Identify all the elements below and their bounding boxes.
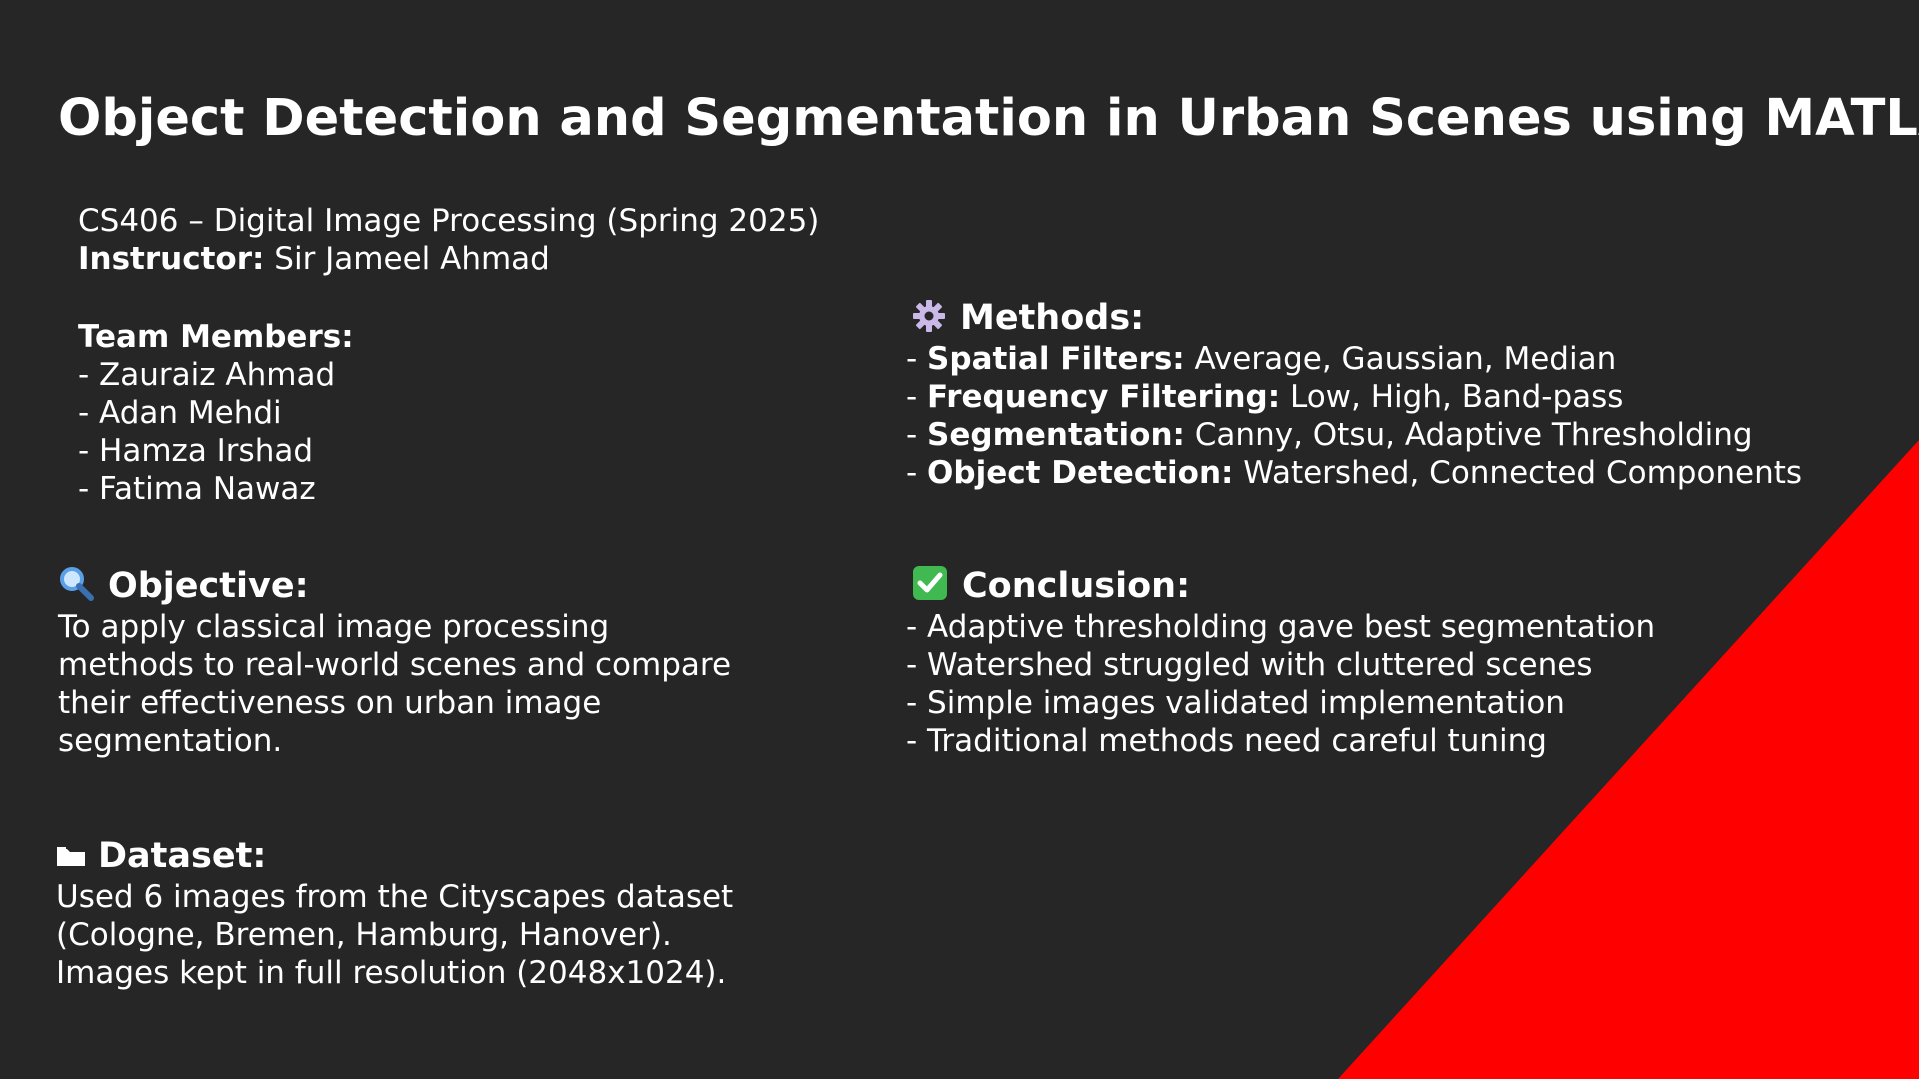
- team-members: Team Members: - Zauraiz Ahmad - Adan Meh…: [78, 318, 354, 508]
- method-text: Watershed, Connected Components: [1233, 455, 1803, 491]
- team-member: - Hamza Irshad: [78, 433, 314, 469]
- method-text: Average, Gaussian, Median: [1184, 341, 1617, 377]
- objective-text-line: segmentation.: [58, 723, 283, 759]
- method-item: - Segmentation: Canny, Otsu, Adaptive Th…: [906, 417, 1753, 453]
- dataset-heading: Dataset:: [98, 836, 267, 876]
- conclusion-heading-row: Conclusion:: [906, 564, 1655, 608]
- method-label: Spatial Filters:: [927, 341, 1185, 377]
- slide-title: Object Detection and Segmentation in Urb…: [58, 89, 1919, 148]
- method-label: Segmentation:: [927, 417, 1185, 453]
- conclusion-section: Conclusion: - Adaptive thresholding gave…: [906, 564, 1655, 760]
- conclusion-item: - Watershed struggled with cluttered sce…: [906, 647, 1593, 683]
- course-info: CS406 – Digital Image Processing (Spring…: [78, 202, 819, 278]
- objective-heading-row: Objective:: [58, 564, 731, 608]
- team-heading: Team Members:: [78, 319, 354, 355]
- method-item: - Object Detection: Watershed, Connected…: [906, 455, 1803, 491]
- method-text: Canny, Otsu, Adaptive Thresholding: [1184, 417, 1753, 453]
- dataset-heading-row: Dataset:: [56, 834, 733, 878]
- search-icon: [60, 567, 94, 601]
- instructor-name: Sir Jameel Ahmad: [264, 241, 550, 277]
- conclusion-item: - Simple images validated implementation: [906, 685, 1565, 721]
- method-item: - Spatial Filters: Average, Gaussian, Me…: [906, 341, 1617, 377]
- instructor-line: Instructor: Sir Jameel Ahmad: [78, 240, 819, 278]
- course-line: CS406 – Digital Image Processing (Spring…: [78, 203, 820, 239]
- dataset-section: Dataset: Used 6 images from the Cityscap…: [56, 834, 733, 992]
- dataset-text-line: Used 6 images from the Cityscapes datase…: [56, 879, 734, 915]
- team-member: - Adan Mehdi: [78, 395, 282, 431]
- method-label: Frequency Filtering:: [927, 379, 1281, 415]
- folder-icon: [57, 847, 85, 866]
- gear-icon: [913, 300, 945, 332]
- dataset-text-line: Images kept in full resolution (2048x102…: [56, 955, 727, 991]
- team-member: - Fatima Nawaz: [78, 471, 316, 507]
- conclusion-heading: Conclusion:: [962, 566, 1191, 606]
- objective-text-line: methods to real-world scenes and compare: [58, 647, 732, 683]
- methods-heading-row: Methods:: [906, 296, 1802, 340]
- method-label: Object Detection:: [927, 455, 1234, 491]
- check-icon: [913, 566, 947, 600]
- conclusion-item: - Adaptive thresholding gave best segmen…: [906, 609, 1656, 645]
- method-text: Low, High, Band-pass: [1280, 379, 1624, 415]
- objective-text-line: To apply classical image processing: [58, 609, 610, 645]
- methods-section: Methods: - Spatial Filters: Average, Gau…: [906, 296, 1802, 492]
- method-item: - Frequency Filtering: Low, High, Band-p…: [906, 379, 1624, 415]
- objective-text-line: their effectiveness on urban image: [58, 685, 602, 721]
- team-member: - Zauraiz Ahmad: [78, 357, 336, 393]
- objective-section: Objective: To apply classical image proc…: [58, 564, 731, 760]
- objective-heading: Objective:: [108, 566, 309, 606]
- instructor-label: Instructor:: [78, 241, 265, 277]
- conclusion-item: - Traditional methods need careful tunin…: [906, 723, 1547, 759]
- dataset-text-line: (Cologne, Bremen, Hamburg, Hanover).: [56, 917, 672, 953]
- methods-heading: Methods:: [960, 298, 1145, 338]
